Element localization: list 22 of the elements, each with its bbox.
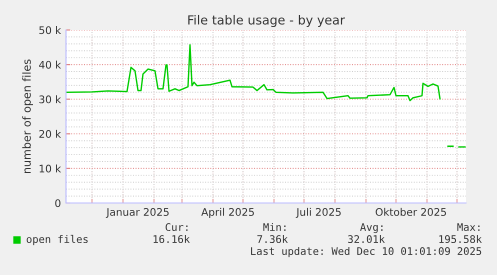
- y-tick-label: 40 k: [39, 60, 62, 69]
- text: Avg:: [360, 223, 382, 234]
- y-tick-label: 20 k: [39, 130, 62, 138]
- x-tick-label: April 2025: [201, 208, 254, 218]
- x-tick-label: Oktober 2025: [376, 208, 446, 216]
- legend-label: open files: [26, 234, 88, 246]
- x-tick-label: Juli 2025: [296, 208, 341, 218]
- text: Last update: Wed Dec 10 01:01:09 2025: [251, 246, 482, 258]
- text: 7.36k: [257, 234, 288, 244]
- text: 195.58k: [439, 234, 482, 244]
- text: 32.01k: [348, 234, 385, 244]
- x-tick-label: Januar 2025: [106, 208, 169, 218]
- text: Min:: [263, 222, 286, 231]
- y-tick-label: 10 k: [40, 164, 62, 173]
- text: Cur:: [166, 223, 188, 232]
- y-tick-label: 50 k: [39, 26, 62, 34]
- y-tick-label: 30 k: [39, 95, 62, 104]
- y-tick-label: 0: [55, 199, 60, 208]
- text: 16.16k: [154, 234, 190, 244]
- y-axis-title: number of open files: [22, 59, 33, 174]
- text: Max:: [457, 223, 480, 232]
- chart-title: File table usage - by year: [188, 14, 345, 28]
